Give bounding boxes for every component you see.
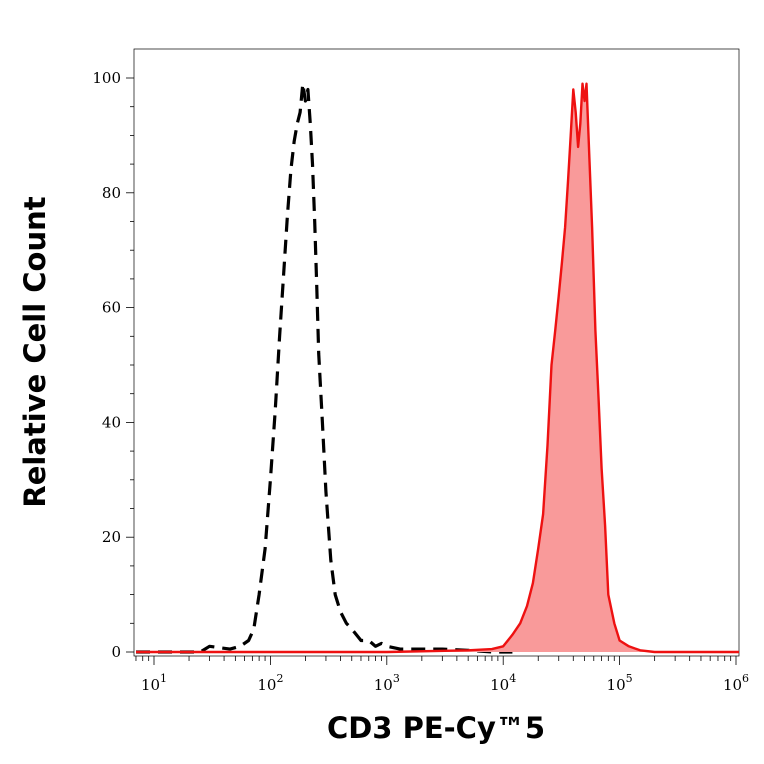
plot-frame	[133, 48, 740, 657]
series-layer	[136, 82, 739, 654]
series-2-fill	[136, 83, 739, 652]
x-tick-label: 104	[490, 672, 516, 694]
y-axis-title: Relative Cell Count	[18, 196, 52, 507]
x-axis-title: CD3 PE-Cy™5	[327, 711, 545, 745]
y-tick-label: 60	[102, 299, 121, 317]
y-tick-label: 100	[92, 69, 121, 87]
series-2-line	[136, 82, 739, 654]
y-tick-label: 40	[102, 413, 121, 431]
y-tick-label: 20	[102, 528, 121, 546]
x-axis-ticks: 101 102 103 104 105 106	[135, 656, 749, 694]
y-tick-label: 0	[111, 643, 121, 661]
y-tick-label: 80	[102, 184, 121, 202]
x-tick-label: 106	[723, 672, 749, 694]
series-1-line	[136, 82, 513, 654]
y-axis-ticks: 0 20 40 60 80 100	[92, 69, 134, 661]
x-tick-label: 103	[374, 672, 400, 694]
x-tick-label: 105	[607, 672, 633, 694]
x-tick-label: 102	[257, 672, 283, 694]
x-tick-label: 101	[141, 672, 167, 694]
